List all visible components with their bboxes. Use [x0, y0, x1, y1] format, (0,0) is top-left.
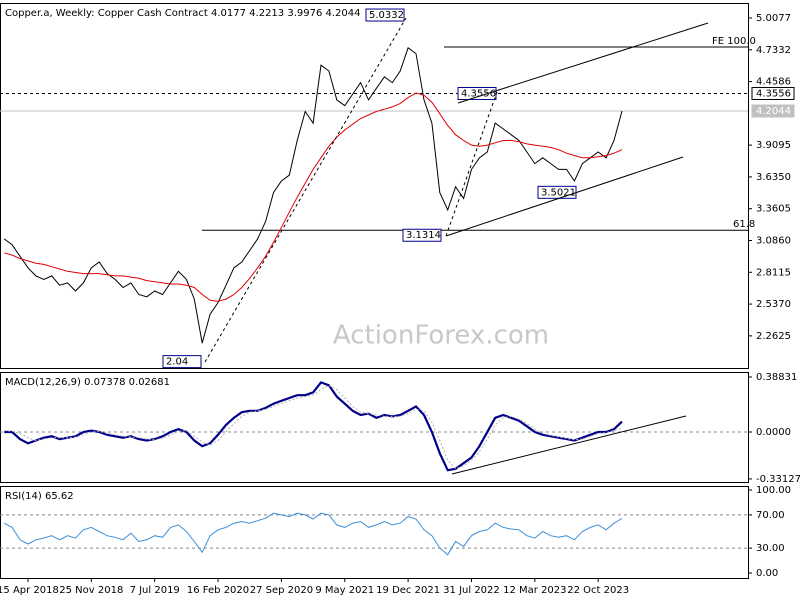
y-tick-label: 2.2625 — [756, 331, 791, 342]
x-tick-label: 12 Mar 2023 — [503, 585, 566, 596]
annotation-label: 3.1314 — [406, 230, 441, 241]
series-line — [4, 384, 623, 470]
y-tick-label: 100.00 — [756, 485, 791, 496]
y-tick-label: 2.5370 — [756, 299, 791, 310]
y-tick-label: 0.00 — [756, 568, 778, 579]
x-tick-label: 7 Jul 2019 — [130, 585, 180, 596]
x-tick-label: 25 Nov 2018 — [59, 585, 123, 596]
trend-line — [445, 156, 684, 237]
annotation-box — [162, 355, 202, 369]
x-tick-label: 9 May 2021 — [315, 585, 374, 596]
price-label: 4.2044 — [756, 106, 791, 117]
x-tick-label: 19 Dec 2021 — [376, 585, 440, 596]
watermark: ActionForex.com — [333, 321, 549, 351]
y-tick-label: -0.33127 — [756, 474, 800, 485]
price-label-box — [751, 86, 795, 100]
y-tick-label: 0.38831 — [756, 372, 797, 383]
annotation-label: 2.04 — [166, 357, 188, 368]
y-tick-label: 5.0077 — [756, 13, 791, 24]
y-tick-label: 70.00 — [756, 510, 785, 521]
y-tick-label: 4.7332 — [756, 45, 791, 56]
x-tick-label: 31 Jul 2022 — [443, 585, 500, 596]
x-tick-label: 16 Feb 2020 — [187, 585, 249, 596]
series-line — [3, 46, 623, 344]
series-line — [3, 512, 623, 556]
panel-title: MACD(12,26,9) 0.07378 0.02681 — [5, 377, 170, 388]
fib-label: 61.8 — [733, 219, 755, 230]
annotation-label: 5.0332 — [369, 10, 404, 21]
x-tick-label: 27 Sep 2020 — [250, 585, 313, 596]
y-tick-label: 4.4586 — [756, 77, 791, 88]
annotation-box — [402, 228, 442, 242]
price-label-box — [751, 104, 795, 118]
trend-line — [204, 17, 407, 363]
y-tick-label: 3.6350 — [756, 172, 791, 183]
trend-line — [451, 415, 687, 475]
panel-frame — [0, 3, 749, 369]
y-tick-label: 3.9095 — [756, 140, 791, 151]
y-tick-label: 30.00 — [756, 543, 785, 554]
annotation-label: 3.5021 — [541, 187, 576, 198]
y-tick-label: 3.3605 — [756, 204, 791, 215]
panel-frame — [0, 372, 749, 483]
annotation-label: 4.3556 — [461, 88, 496, 99]
y-tick-label: 2.8115 — [756, 267, 791, 278]
panel-title: Copper.a, Weekly: Copper Cash Contract 4… — [5, 8, 361, 19]
trend-line — [457, 22, 709, 104]
x-tick-label: 22 Oct 2023 — [567, 585, 629, 596]
trend-line — [445, 91, 498, 237]
fib-label: FE 100.0 — [712, 36, 756, 47]
y-tick-label: 3.0860 — [756, 236, 791, 247]
series-line — [4, 92, 623, 302]
series-line — [4, 381, 623, 472]
panel-title: RSI(14) 65.62 — [5, 491, 74, 502]
x-tick-label: 15 Apr 2018 — [0, 585, 59, 596]
annotation-box — [365, 8, 405, 22]
panel-frame — [0, 486, 749, 579]
y-tick-label: 0.0000 — [756, 427, 791, 438]
price-label: 4.3556 — [756, 88, 791, 99]
